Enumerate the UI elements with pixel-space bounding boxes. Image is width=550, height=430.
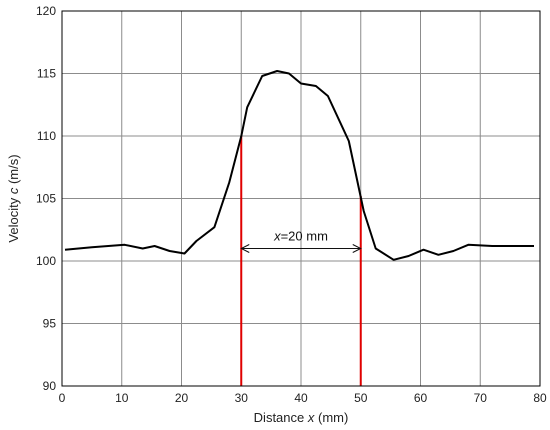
y-axis-label-text: Velocity — [6, 197, 21, 242]
x-tick-label: 60 — [414, 391, 428, 405]
y-axis-ticks: 90 95 100 105 110 115 120 — [36, 4, 56, 393]
y-tick-label: 90 — [43, 379, 57, 393]
annotation-variable: x — [273, 229, 281, 244]
y-tick-label: 120 — [36, 4, 56, 18]
x-axis-label-text: Distance — [254, 410, 305, 425]
y-axis-label-variable: c — [6, 187, 21, 194]
x-axis-label: Distance x (mm) — [254, 410, 349, 425]
x-tick-label: 80 — [533, 391, 547, 405]
annotation-arrowhead-left — [240, 244, 250, 253]
x-tick-label: 30 — [235, 391, 249, 405]
x-tick-label: 50 — [354, 391, 368, 405]
y-axis-label: Velocity c (m/s) — [6, 154, 21, 242]
annotation-arrowhead-right — [352, 244, 362, 253]
y-tick-label: 105 — [36, 192, 56, 206]
annotation-value: =20 mm — [281, 229, 328, 244]
y-tick-label: 110 — [37, 129, 56, 143]
x-axis-label-variable: x — [307, 410, 315, 425]
x-axis-label-unit: (mm) — [318, 410, 348, 425]
annotation-label: x=20 mm — [273, 229, 328, 244]
series-line — [64, 70, 534, 261]
x-tick-label: 0 — [59, 391, 66, 405]
y-tick-label: 100 — [36, 254, 56, 268]
x-tick-label: 20 — [175, 391, 189, 405]
y-tick-label: 95 — [43, 317, 57, 331]
x-tick-label: 40 — [294, 391, 308, 405]
x-axis-ticks: 0 10 20 30 40 50 60 70 80 — [59, 391, 547, 405]
x-tick-label: 70 — [474, 391, 488, 405]
y-tick-label: 115 — [37, 67, 56, 81]
threshold-markers — [240, 136, 362, 386]
y-axis-label-unit: (m/s) — [6, 154, 21, 184]
plot-frame — [61, 10, 541, 387]
distance-annotation: x=20 mm — [240, 229, 362, 253]
x-tick-label: 10 — [115, 391, 129, 405]
grid-lines — [62, 11, 540, 386]
series-layer — [64, 70, 534, 261]
